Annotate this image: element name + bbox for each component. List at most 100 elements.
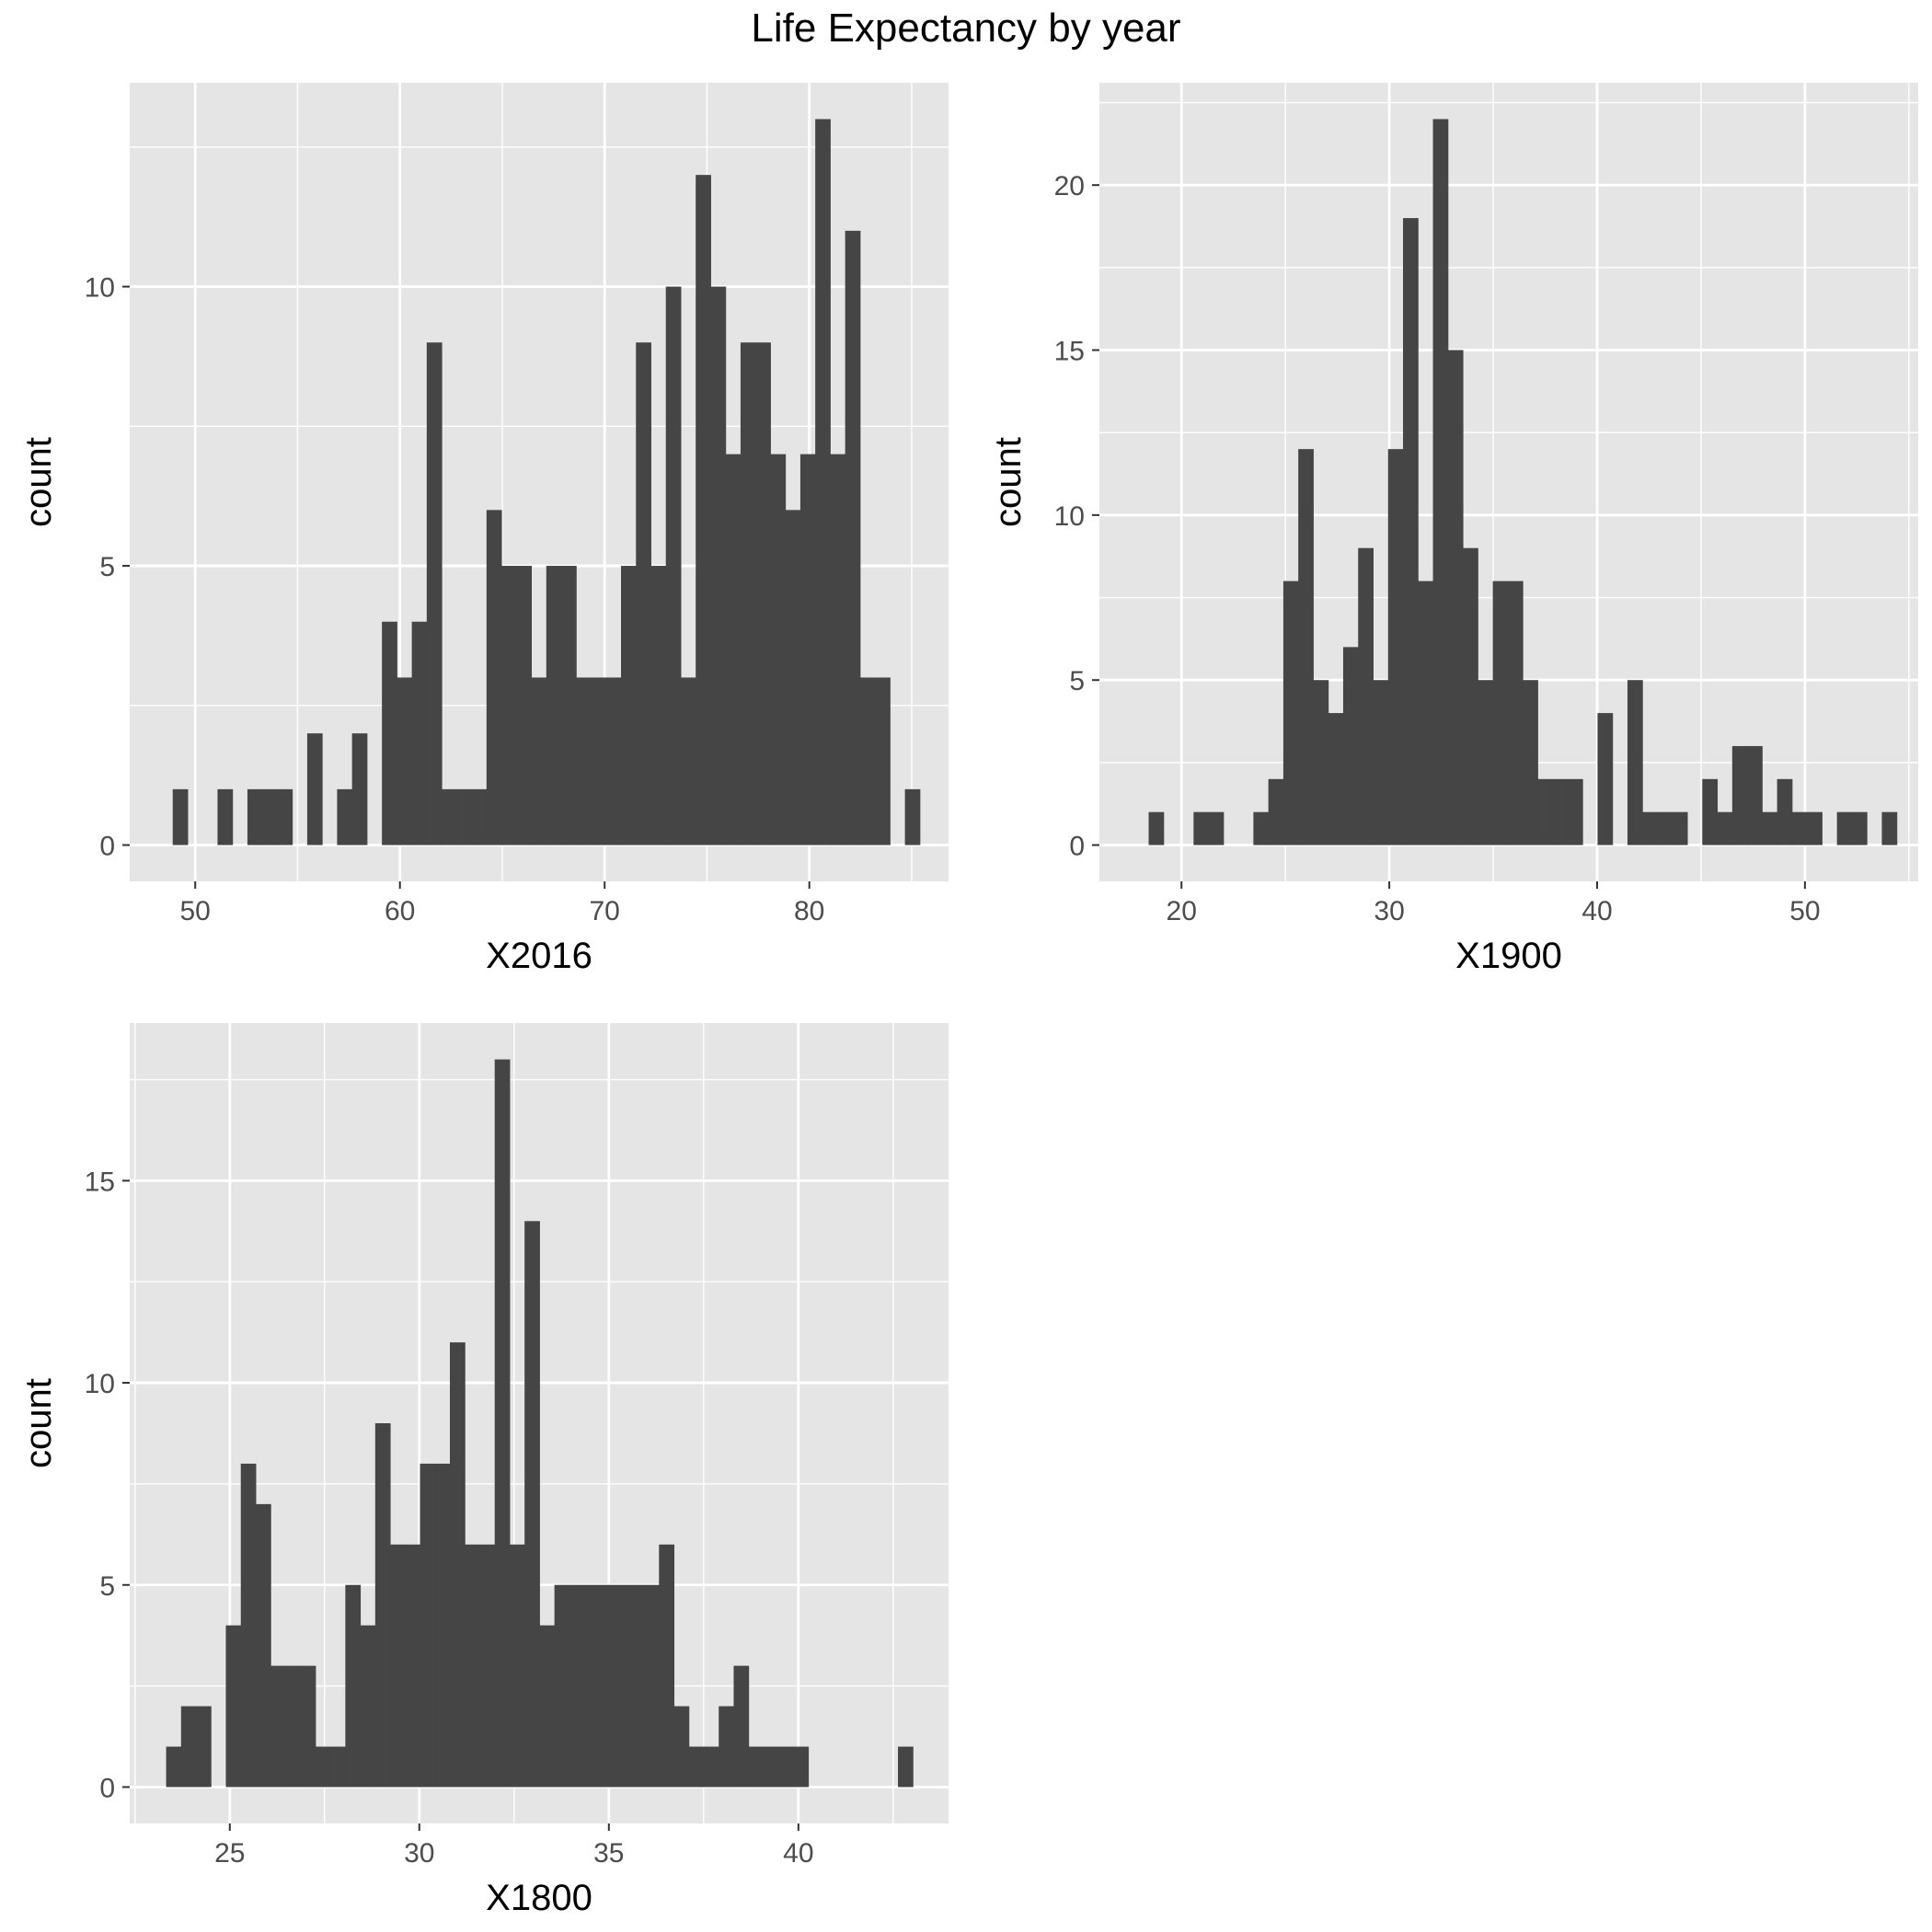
panel-1-bar — [277, 788, 293, 845]
panel-1-bar — [875, 677, 891, 845]
panel-3-bar — [763, 1746, 779, 1788]
panel-3-y-tick-label: 0 — [99, 1773, 115, 1803]
panel-2-y-tick-label: 15 — [1054, 337, 1085, 367]
panel-3-bar — [315, 1746, 331, 1788]
panel-3-bar — [434, 1463, 451, 1788]
panel-2-bar — [1597, 713, 1614, 845]
panel-2-x-tick-label: 50 — [1789, 896, 1820, 926]
panel-2-bar — [1463, 547, 1478, 845]
panel-1-x-tick-label: 70 — [590, 896, 620, 926]
panel-3-y-tick-label: 15 — [85, 1167, 115, 1197]
panel-1-bar — [591, 677, 607, 845]
panel-1-bar — [471, 788, 488, 845]
panel-3-bar — [240, 1463, 257, 1788]
panel-3-bar — [898, 1746, 914, 1788]
panel-2-bar — [1537, 778, 1554, 845]
panel-2-bar — [1672, 811, 1688, 845]
panel-1-bar — [636, 342, 651, 845]
panel-1-x-tick-label: 50 — [180, 896, 211, 926]
panel-2-bar — [1702, 778, 1719, 845]
panel-1-bar — [247, 788, 263, 845]
panel-1-bar — [845, 230, 861, 845]
panel-2-bar — [1731, 745, 1748, 845]
panel-2-bar — [1881, 811, 1898, 845]
panel-2-bar — [1282, 581, 1299, 845]
panel-2-bar — [1523, 680, 1538, 845]
panel-1-bar — [755, 342, 771, 845]
panel-3-bar — [554, 1584, 570, 1788]
panel-3-bar — [584, 1584, 600, 1788]
panel-2-bar — [1762, 811, 1778, 845]
panel-2-bar — [1657, 811, 1673, 845]
panel-1-bar — [725, 454, 742, 845]
panel-1-y-axis-title: count — [18, 437, 59, 527]
panel-1-bar — [172, 788, 189, 845]
panel-2-x-axis-title: X1900 — [1455, 936, 1562, 976]
panel-2-bar — [1148, 811, 1165, 845]
panel-2-x-tick-label: 30 — [1374, 896, 1404, 926]
panel-3-bar — [255, 1503, 271, 1788]
panel-2-bar — [1403, 218, 1419, 845]
panel-2-bar — [1193, 811, 1210, 845]
panel-2-bar — [1552, 778, 1569, 845]
panel-3-bar — [420, 1463, 436, 1788]
panel-2-bar — [1313, 680, 1329, 845]
panel-1-bar — [217, 788, 234, 845]
panel-1-bar — [426, 342, 443, 845]
panel-2-y-tick-label: 20 — [1054, 171, 1085, 201]
panel-2-bar — [1492, 581, 1509, 845]
panel-1-bar — [501, 566, 517, 845]
panel-2-bar — [1358, 547, 1374, 845]
panel-2-bar — [1807, 811, 1823, 845]
figure-title: Life Expectancy by year — [751, 6, 1181, 51]
panel-2-bar — [1627, 680, 1643, 845]
panel-2-bar — [1328, 713, 1344, 845]
panel-1-bar — [830, 454, 846, 845]
panel-1-bar — [904, 788, 921, 845]
panel-1-bar — [516, 566, 533, 845]
panel-1-bar — [351, 733, 368, 845]
panel-3-bar — [778, 1746, 794, 1788]
panel-1-bar — [546, 566, 562, 845]
panel-3-bar — [599, 1584, 615, 1788]
panel-3-y-tick-label: 10 — [85, 1369, 115, 1399]
panel-1-bar — [740, 342, 756, 845]
panel-3-bar — [688, 1746, 705, 1788]
panel-1-bar — [605, 677, 622, 845]
panel-1-bar — [382, 621, 397, 845]
panel-2-bar — [1717, 811, 1733, 845]
panel-3-bar — [628, 1584, 645, 1788]
panel-3-bar — [225, 1625, 242, 1788]
panel-3-bar — [703, 1746, 719, 1788]
panel-1-y-tick-label: 10 — [85, 273, 115, 304]
panel-3-x-tick-label: 30 — [404, 1838, 434, 1869]
panel-2-bar — [1642, 811, 1659, 845]
panel-1-bar — [442, 788, 457, 845]
panel-3-bar — [166, 1746, 182, 1788]
panel-3-x-tick-label: 35 — [593, 1838, 624, 1869]
panel-1-bar — [397, 677, 413, 845]
panel-1-bar — [531, 677, 547, 845]
panel-2-bar — [1777, 778, 1793, 845]
panel-2-bar — [1851, 811, 1868, 845]
panel-2-bar — [1447, 350, 1464, 845]
panel-2-bar — [1507, 581, 1524, 845]
panel-3-bar — [793, 1746, 810, 1788]
panel-1-bar — [561, 566, 577, 845]
panel-1-bar — [411, 621, 428, 845]
panel-1-bar — [799, 454, 816, 845]
panel-3-bar — [405, 1544, 421, 1788]
panel-2-x-tick-label: 20 — [1167, 896, 1197, 926]
panel-1-x-axis-title: X2016 — [486, 936, 592, 976]
panel-2-bar — [1836, 811, 1853, 845]
panel-3-bar — [180, 1706, 197, 1788]
panel-1-bar — [696, 175, 711, 845]
panel-3-x-tick-label: 40 — [783, 1838, 813, 1869]
panel-2-bar — [1478, 680, 1494, 845]
panel-1-x-tick-label: 60 — [385, 896, 415, 926]
panel-3-bar — [524, 1221, 540, 1788]
panel-1-bar — [710, 286, 727, 845]
panel-3-bar — [673, 1706, 690, 1788]
panel-2-bar — [1387, 449, 1404, 845]
